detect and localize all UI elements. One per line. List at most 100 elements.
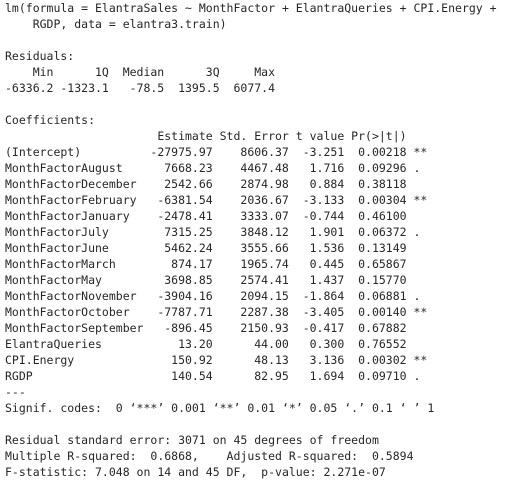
coef-value: 2287.38 [240, 305, 289, 319]
coef-value: -896.45 [164, 321, 213, 335]
coef-term: MonthFactorAugust [5, 161, 123, 175]
summary-line: F-statistic: 7.048 on 14 and 45 DF, p-va… [5, 465, 386, 479]
coef-value: -6381.54 [157, 193, 213, 207]
coef-value: -2478.41 [157, 209, 213, 223]
coef-value: 0.00140 [358, 305, 407, 319]
section-title: Residuals: [5, 49, 75, 63]
coef-value: 2542.66 [164, 177, 213, 191]
residual-value: -78.5 [129, 81, 165, 95]
call-line: RGDP, data = elantra3.train) [32, 17, 227, 31]
coef-value: 874.17 [171, 257, 213, 271]
summary-line: Residual standard error: 3071 on 45 degr… [5, 433, 379, 447]
coef-header: t value [295, 129, 345, 143]
residual-header: 1Q [95, 65, 109, 79]
coef-term: MonthFactorMay [5, 273, 102, 287]
coef-value: 44.00 [254, 337, 289, 351]
coef-value: 1.694 [309, 369, 345, 383]
coef-value: 150.92 [171, 353, 213, 367]
coef-value: 0.67882 [358, 321, 407, 335]
coef-value: 2574.41 [240, 273, 289, 287]
coef-value: 7315.25 [164, 225, 213, 239]
coef-value: 0.300 [309, 337, 345, 351]
coef-value: 0.65867 [358, 257, 407, 271]
signif-stars: ** [413, 193, 428, 207]
coef-term: RGDP [5, 369, 33, 383]
coef-value: 0.13149 [358, 241, 407, 255]
coef-value: -0.417 [302, 321, 345, 335]
residual-header: 3Q [205, 65, 220, 79]
residual-header: Median [122, 65, 165, 79]
coef-term: MonthFactorJune [5, 241, 109, 255]
coef-value: 3333.07 [240, 209, 289, 223]
coef-value: 0.06881 [358, 289, 407, 303]
coef-value: 1.716 [309, 161, 345, 175]
residual-value: 6077.4 [233, 81, 276, 95]
coef-value: 3.136 [309, 353, 345, 367]
coef-value: 0.445 [309, 257, 345, 271]
residual-header: Max [254, 65, 276, 79]
coef-value: 1.536 [309, 241, 345, 255]
coef-value: 0.00302 [358, 353, 407, 367]
coef-value: 1.901 [309, 225, 345, 239]
coef-value: 82.95 [254, 369, 289, 383]
coef-term: MonthFactorDecember [5, 177, 137, 191]
coef-value: -3904.16 [157, 289, 213, 303]
coef-value: 1.437 [309, 273, 345, 287]
coef-value: -7787.71 [157, 305, 213, 319]
coef-value: 2094.15 [240, 289, 289, 303]
coef-value: 0.09296 [358, 161, 407, 175]
residual-value: -6336.2 [5, 81, 54, 95]
coef-term: MonthFactorMarch [5, 257, 116, 271]
coef-value: 0.06372 [358, 225, 407, 239]
coef-value: -27975.97 [150, 145, 213, 159]
signif-stars: ** [413, 305, 428, 319]
coef-value: 2874.98 [240, 177, 289, 191]
coef-term: (Intercept) [5, 145, 82, 159]
coef-value: 2150.93 [240, 321, 289, 335]
summary-line: Multiple R-squared: 0.6868, Adjusted R-s… [5, 449, 414, 463]
signif-stars: . [413, 161, 421, 175]
coef-header: Std. Error [219, 129, 289, 143]
call-line: lm(formula = ElantraSales ~ MonthFactor … [5, 1, 497, 15]
residual-value: -1323.1 [60, 81, 109, 95]
coef-value: 7668.23 [164, 161, 213, 175]
coef-value: -1.864 [302, 289, 345, 303]
signif-stars: . [413, 289, 421, 303]
coef-value: -3.133 [302, 193, 345, 207]
coef-value: 1965.74 [240, 257, 289, 271]
coef-value: 3848.12 [240, 225, 289, 239]
coef-term: MonthFactorJuly [5, 225, 109, 239]
coef-value: 13.20 [178, 337, 213, 351]
coef-term: CPI.Energy [5, 353, 75, 367]
coef-value: 0.884 [309, 177, 345, 191]
coef-value: 0.15770 [358, 273, 407, 287]
section-title: Coefficients: [5, 113, 96, 127]
signif-stars: ** [413, 145, 428, 159]
coef-term: MonthFactorJanuary [5, 209, 130, 223]
coef-value: 2036.67 [240, 193, 289, 207]
coef-value: 0.09710 [358, 369, 407, 383]
coef-value: 0.00218 [358, 145, 407, 159]
coef-value: 0.46100 [358, 209, 407, 223]
coef-value: 0.00304 [358, 193, 407, 207]
coef-term: MonthFactorFebruary [5, 193, 137, 207]
coef-value: 0.76552 [358, 337, 407, 351]
signif-stars: . [413, 369, 421, 383]
coef-value: 4467.48 [240, 161, 289, 175]
signif-stars: ** [413, 353, 428, 367]
coef-header: Estimate [157, 129, 213, 143]
coef-value: 3698.85 [164, 273, 213, 287]
coef-term: ElantraQueries [5, 337, 102, 351]
coef-value: 3555.66 [240, 241, 289, 255]
signif-codes: Signif. codes: 0 ‘***’ 0.001 ‘**’ 0.01 ‘… [5, 401, 435, 415]
coef-value: 48.13 [254, 353, 289, 367]
signif-stars: . [413, 225, 421, 239]
coef-header: Pr(>|t|) [351, 129, 407, 143]
coef-value: 0.38118 [358, 177, 407, 191]
coef-term: MonthFactorOctober [5, 305, 130, 319]
coef-value: 8606.37 [240, 145, 289, 159]
separator: --- [5, 385, 26, 399]
coef-value: -3.251 [302, 145, 345, 159]
coef-term: MonthFactorSeptember [5, 321, 144, 335]
